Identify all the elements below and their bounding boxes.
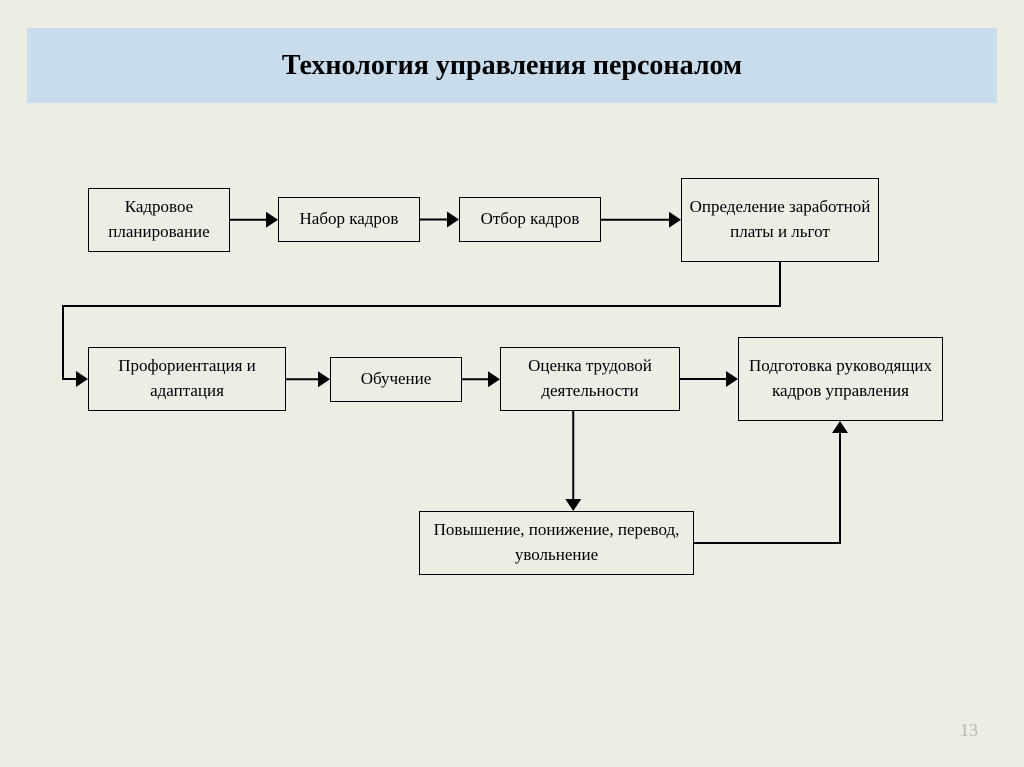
- page-title: Технология управления персоналом: [27, 28, 997, 103]
- flow-node-n2: Набор кадров: [278, 197, 420, 242]
- flow-node-n9: Повышение, понижение, перевод, увольнени…: [419, 511, 694, 575]
- flow-node-n3: Отбор кадров: [459, 197, 601, 242]
- flow-node-n7: Оценка трудовой деятельности: [500, 347, 680, 411]
- flow-node-n4: Определение заработной платы и льгот: [681, 178, 879, 262]
- flow-node-n6: Обучение: [330, 357, 462, 402]
- diagram-canvas: Технология управления персоналом Кадровое…: [0, 0, 1024, 767]
- flow-node-n1: Кадровое планирование: [88, 188, 230, 252]
- page-number: 13: [960, 720, 978, 741]
- flow-node-n8: Подготовка руководящих кадров управления: [738, 337, 943, 421]
- flow-node-n5: Профориентация и адаптация: [88, 347, 286, 411]
